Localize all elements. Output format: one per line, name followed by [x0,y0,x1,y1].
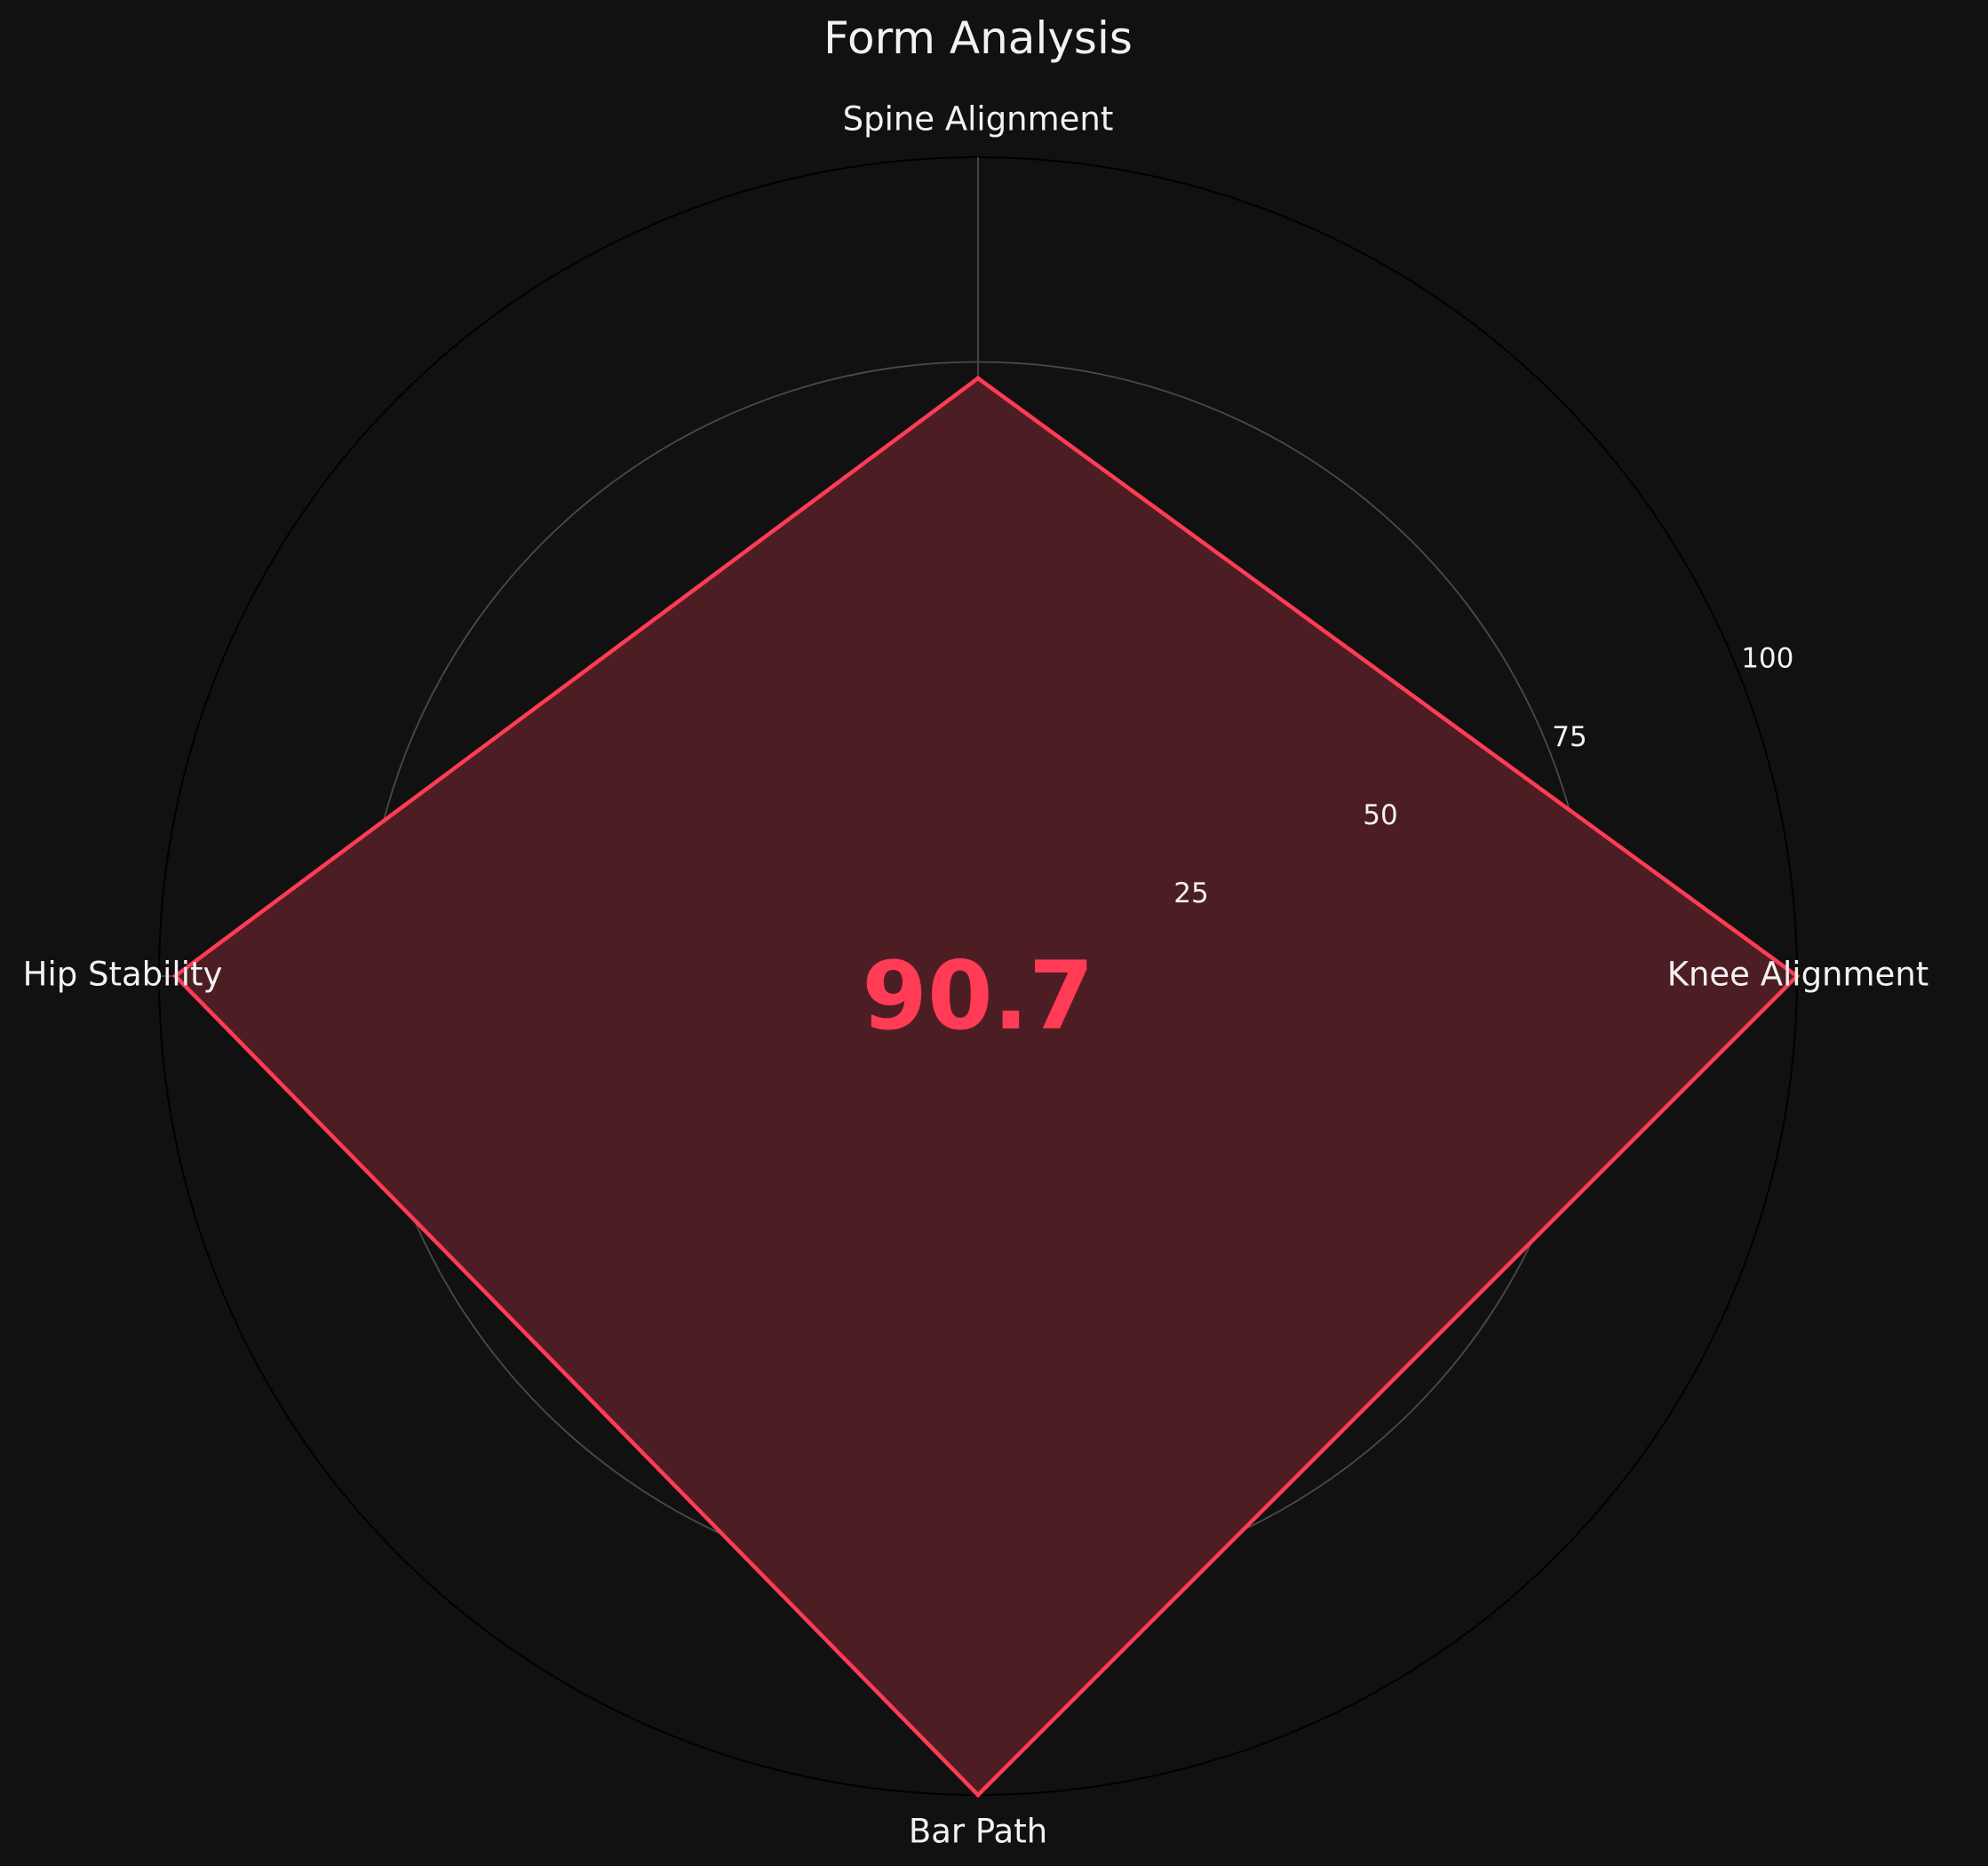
tick-label-50: 50 [1363,799,1397,831]
tick-label-100: 100 [1741,643,1793,675]
axis-labels: Knee Alignment Spine Alignment Hip Stabili… [23,100,1929,1851]
tick-label-25: 25 [1173,877,1208,909]
data-point-2 [975,376,981,381]
data-point-4 [975,1792,981,1798]
tick-label-75: 75 [1552,721,1586,753]
radial-tick-labels: 25 50 75 100 [1173,643,1793,910]
axis-label-knee-alignment: Knee Alignment [1667,956,1929,994]
axis-label-bar-path: Bar Path [909,1813,1047,1851]
data-point-3 [172,973,178,979]
axis-label-hip-stability: Hip Stability [23,956,223,994]
axis-label-spine-alignment: Spine Alignment [843,100,1114,139]
center-score: 90.7 [862,941,1094,1051]
radar-series [171,376,1801,1799]
data-point-1 [1794,973,1800,979]
chart-title: Form Analysis [823,12,1133,64]
